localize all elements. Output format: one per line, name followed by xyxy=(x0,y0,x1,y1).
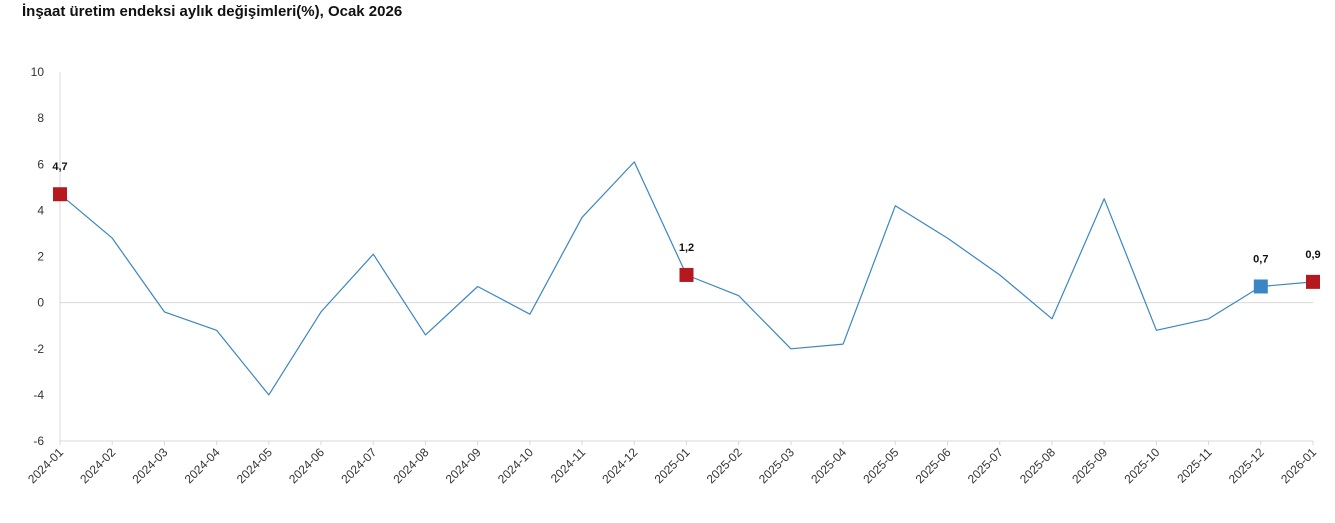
x-tick-label: 2024-05 xyxy=(234,445,275,486)
x-tick-label: 2024-03 xyxy=(129,445,170,486)
y-tick-label: 6 xyxy=(37,157,44,171)
x-tick-label: 2024-08 xyxy=(391,445,432,486)
y-tick-label: -6 xyxy=(33,434,44,448)
x-tick-label: 2025-08 xyxy=(1017,445,1058,486)
data-point-marker xyxy=(679,267,694,282)
x-tick-label: 2025-09 xyxy=(1069,445,1110,486)
y-tick-label: 10 xyxy=(31,65,45,79)
data-label: 4,7 xyxy=(52,161,67,173)
data-point-marker xyxy=(1253,279,1268,294)
x-tick-label: 2024-01 xyxy=(25,445,66,486)
y-tick-label: 8 xyxy=(37,111,44,125)
y-tick-label: 2 xyxy=(37,250,44,264)
y-tick-label: 0 xyxy=(37,296,44,310)
x-tick-label: 2024-11 xyxy=(548,445,589,486)
y-tick-label: -2 xyxy=(33,342,44,356)
x-tick-label: 2026-01 xyxy=(1278,445,1319,486)
x-tick-label: 2024-09 xyxy=(443,445,484,486)
chart-axes xyxy=(59,72,1314,445)
x-tick-label: 2024-12 xyxy=(599,445,640,486)
chart-y-ticks: 10 8 6 4 2 0 -2 -4 -6 xyxy=(31,65,45,448)
x-tick-label: 2024-10 xyxy=(495,445,536,486)
y-tick-label: 4 xyxy=(37,203,44,217)
chart-title: İnşaat üretim endeksi aylık değişimleri(… xyxy=(22,3,403,20)
data-label: 0,7 xyxy=(1253,253,1268,265)
x-tick-label: 2025-07 xyxy=(965,445,1006,486)
data-point-marker xyxy=(1306,274,1320,289)
x-tick-label: 2025-06 xyxy=(913,445,954,486)
x-tick-label: 2024-02 xyxy=(77,445,118,486)
x-tick-label: 2024-06 xyxy=(286,445,327,486)
x-tick-label: 2025-11 xyxy=(1174,445,1215,486)
x-tick-label: 2025-01 xyxy=(652,445,693,486)
chart-x-ticks: 2024-01 2024-02 2024-03 2024-04 2024-05 2024-… xyxy=(25,445,1319,486)
data-label: 1,2 xyxy=(679,242,694,254)
x-tick-label: 2025-05 xyxy=(860,445,901,486)
x-tick-label: 2025-03 xyxy=(756,445,797,486)
x-tick-label: 2024-04 xyxy=(182,445,223,486)
x-tick-label: 2024-07 xyxy=(338,445,379,486)
x-tick-label: 2025-02 xyxy=(704,445,745,486)
data-point-marker xyxy=(53,187,67,202)
x-tick-label: 2025-12 xyxy=(1226,445,1267,486)
chart-markers xyxy=(53,187,1320,294)
y-tick-label: -4 xyxy=(33,388,44,402)
x-tick-label: 2025-04 xyxy=(808,445,849,486)
data-label: 0,9 xyxy=(1305,249,1320,261)
x-tick-label: 2025-10 xyxy=(1121,445,1162,486)
chart-data-labels: 4,7 1,2 0,7 0,9 xyxy=(52,161,1320,265)
